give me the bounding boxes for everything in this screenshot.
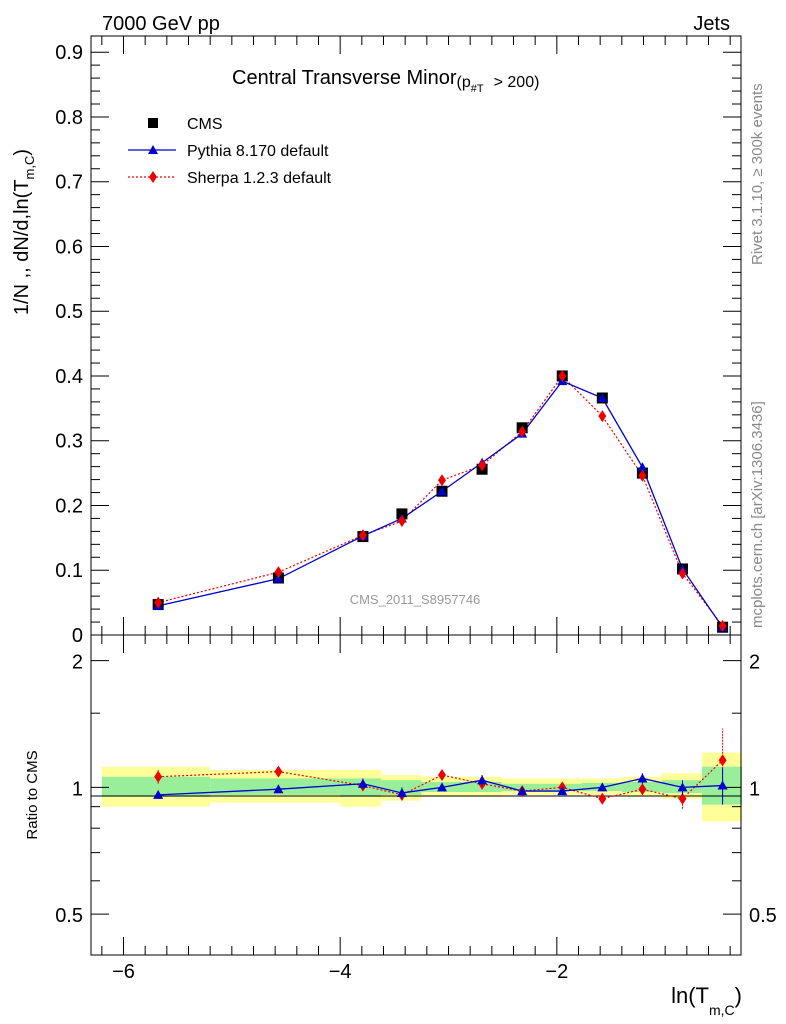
header-left: 7000 GeV pp	[102, 13, 220, 35]
main-ytick-label: 0.6	[55, 236, 83, 258]
ratio-pythia-line	[158, 777, 723, 796]
sherpa-point	[397, 515, 406, 528]
sherpa-point	[558, 369, 567, 382]
sherpa-line	[158, 375, 724, 627]
legend-marker-sherpa	[149, 171, 157, 183]
ratio-sherpa-point	[678, 792, 687, 805]
pythia-point	[437, 486, 447, 496]
main-ytick-label: 0.3	[55, 431, 83, 453]
ratio-panel: Ratio to CMS 0.5 0.5 1 1 2 2 −6 −4 −2 ln(Tm,C)	[24, 634, 777, 1018]
ratio-y-axis: 0.5 0.5 1 1 2 2	[55, 652, 777, 928]
main-ylabel: 1/N ,, dN/d,ln(Tm,C)	[11, 149, 37, 315]
ratio-pythia-point	[153, 789, 164, 799]
main-ytick-label: 0.9	[55, 42, 83, 64]
ratio-pythia-point	[637, 773, 648, 783]
main-title: Central Transverse Minor(p#T > 200)	[232, 67, 539, 95]
ratio-sherpa-point	[154, 770, 163, 783]
mcplots-label: mcplots.cern.ch [arXiv:1306.3436]	[749, 401, 766, 628]
xtick-label: −2	[545, 961, 568, 983]
xtick-label: −4	[329, 961, 352, 983]
ratio-sherpa-point	[438, 768, 446, 781]
main-ytick-label: 0.1	[55, 560, 83, 582]
ratio-ytick-label-right: 1	[749, 778, 760, 800]
main-ytick-label: 0.5	[55, 301, 83, 323]
ratio-x-axis: −6 −4 −2	[101, 635, 731, 983]
ratio-frame	[90, 634, 742, 956]
ratio-series	[153, 728, 728, 809]
x-axis-label-sub: m,C	[709, 1002, 735, 1018]
ratio-ytick-label: 1	[72, 778, 83, 800]
rivet-label: Rivet 3.1.10, ≥ 300k events	[749, 83, 766, 265]
legend-item-pythia: Pythia 8.170 default	[128, 143, 329, 160]
main-ylabel-text: 1/N ,, dN/d,ln(T	[11, 179, 33, 315]
ratio-pythia-point	[396, 787, 407, 797]
main-ytick-label: 0.8	[55, 107, 83, 129]
ratio-pythia-point	[557, 786, 568, 796]
legend-item-cms: CMS	[148, 116, 223, 133]
main-panel: Central Transverse Minor(p#T > 200) 1/N ,…	[11, 35, 742, 647]
legend: CMS Pythia 8.170 default Sherpa 1.2.3 de…	[128, 116, 332, 187]
sherpa-point	[478, 459, 487, 472]
sherpa-point	[518, 425, 527, 438]
main-title-text: Central Transverse Minor	[232, 67, 457, 89]
sherpa-point	[274, 566, 283, 579]
main-ylabel-close: )	[11, 149, 33, 156]
pythia-point	[597, 392, 608, 402]
ratio-pythia-point	[517, 786, 528, 796]
legend-label-sherpa: Sherpa 1.2.3 default	[187, 170, 332, 187]
xtick-label: −6	[112, 961, 135, 983]
legend-label-cms: CMS	[187, 116, 223, 133]
ratio-sherpa-point	[274, 765, 283, 778]
legend-label-pythia: Pythia 8.170 default	[187, 143, 329, 160]
ratio-band-green	[101, 776, 211, 797]
main-ytick-label: 0.2	[55, 495, 83, 517]
main-ytick-label: 0.7	[55, 172, 83, 194]
legend-item-sherpa: Sherpa 1.2.3 default	[128, 170, 332, 187]
sherpa-point	[358, 529, 367, 542]
ratio-pythia-point	[357, 778, 368, 788]
ratio-sherpa-point	[638, 783, 647, 796]
x-axis-label-close: )	[735, 983, 742, 1008]
ratio-pythia-point	[677, 782, 688, 792]
ratio-ytick-label-right: 0.5	[749, 905, 777, 927]
sherpa-point	[638, 469, 647, 482]
main-title-cut: > 200)	[494, 74, 540, 91]
pythia-line	[158, 380, 724, 628]
ratio-pythia-point	[437, 782, 447, 792]
ratio-pythia-point	[597, 782, 608, 792]
ratio-ytick-label: 2	[72, 652, 83, 674]
ratio-bands	[101, 752, 743, 822]
ratio-sherpa-point	[598, 792, 607, 805]
ratio-ylabel: Ratio to CMS	[24, 750, 41, 839]
ratio-ytick-label: 0.5	[55, 905, 83, 927]
sherpa-point	[438, 474, 446, 487]
ratio-pythia-point	[273, 784, 284, 794]
x-axis-label: ln(Tm,C)	[671, 983, 742, 1018]
main-y-axis: 0 0.1 0.2 0.3 0.4 0.5 0.6 0.7 0.8 0.9	[55, 42, 741, 647]
ratio-pythia-point	[717, 780, 728, 790]
main-ytick-label: 0	[72, 625, 83, 647]
x-axis-label-text: ln(T	[671, 983, 709, 1008]
main-ylabel-sub: m,C	[22, 156, 37, 180]
main-title-sub-index: #T	[471, 83, 484, 95]
main-x-axis	[101, 36, 731, 635]
sherpa-point	[718, 619, 727, 632]
main-series	[152, 369, 729, 633]
legend-marker-cms	[148, 118, 158, 128]
watermark: CMS_2011_S8957746	[350, 592, 481, 607]
main-title-sub: (p	[457, 74, 471, 91]
main-ytick-label: 0.4	[55, 366, 83, 388]
ratio-sherpa-point	[718, 754, 727, 767]
sherpa-point	[598, 410, 607, 423]
legend-marker-pythia	[148, 145, 158, 154]
ratio-sherpa-line	[158, 759, 723, 800]
sherpa-point	[154, 596, 163, 609]
ratio-pythia-point	[477, 775, 488, 785]
sherpa-point	[678, 567, 687, 580]
header-right: Jets	[693, 13, 730, 35]
pythia-point	[637, 462, 648, 472]
ratio-ytick-label-right: 2	[749, 652, 760, 674]
